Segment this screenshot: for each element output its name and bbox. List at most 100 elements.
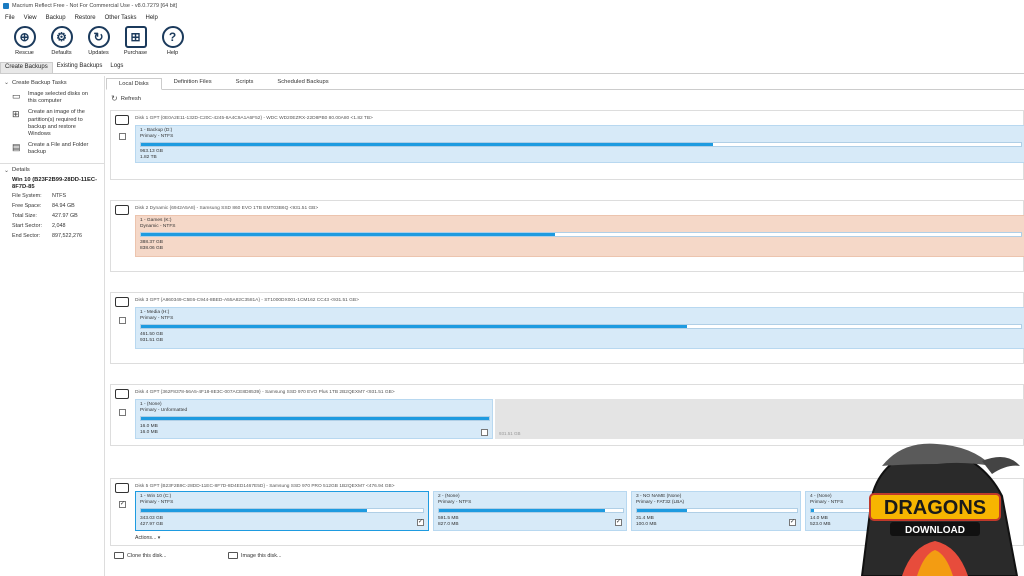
usage-bar	[140, 416, 490, 421]
menu-backup[interactable]: Backup	[45, 14, 66, 21]
disk-icon	[115, 205, 129, 215]
details-header[interactable]: ⌄ Details	[0, 164, 104, 177]
tab-create-backups[interactable]: Create Backups	[0, 62, 53, 73]
usage-bar	[636, 508, 798, 513]
window-title: Macrium Reflect Free - Not For Commercia…	[12, 3, 178, 9]
usage-bar	[140, 232, 1022, 237]
disk-checkbox[interactable]	[119, 409, 126, 416]
main-tabs: Create Backups Existing Backups Logs	[0, 62, 1024, 74]
backup-tasks-title: Create Backup Tasks	[12, 79, 67, 86]
detail-value: 897,522,276	[52, 232, 82, 239]
help-icon: ?	[161, 26, 184, 48]
backup-tasks-header[interactable]: ⌄ Create Backup Tasks	[0, 76, 104, 89]
detail-key: Total Size:	[12, 212, 37, 219]
usage-bar-fill	[811, 509, 814, 512]
cart-icon: ⊞	[124, 26, 147, 48]
disk-header: Disk 5 GPT {B23F2B9C-28DD-11EC-8F7D-8D4E…	[135, 484, 395, 489]
partition-block[interactable]: 3 - NO NAME (None) Primary - FAT32 (LBA)…	[631, 491, 801, 531]
partition-used: 14.0 MB	[810, 516, 828, 521]
help-button[interactable]: ? Help	[154, 23, 191, 62]
disk-checkbox[interactable]	[119, 317, 126, 324]
windows-icon: ⊞	[12, 109, 20, 120]
partition-label: 1 - (None)	[140, 402, 162, 407]
partition-total: 931.51 GB	[140, 338, 163, 343]
details-title: Details	[12, 167, 30, 174]
partition-checkbox[interactable]: ✓	[789, 519, 796, 526]
detail-file-system: File System: NTFS	[0, 191, 104, 201]
partition-type: Primary - NTFS	[438, 500, 472, 505]
partition-label: 3 - NO NAME (None)	[636, 494, 682, 499]
partition-block[interactable]: 1 - Games (K:) Dynamic - NTFS 388.37 GB …	[135, 215, 1024, 257]
defaults-button[interactable]: ⚙ Defaults	[43, 23, 80, 62]
partition-label: 1 - Games (K:)	[140, 218, 172, 223]
chevron-down-icon: ⌄	[4, 167, 10, 174]
detail-value: 84.94 GB	[52, 202, 75, 209]
disk-panel: Disk 1 GPT {0E0A2E11-132D-C20C-4245-8A4C…	[110, 110, 1024, 180]
purchase-button[interactable]: ⊞ Purchase	[117, 23, 154, 62]
chevron-down-icon: ▾	[157, 535, 161, 541]
tab-scripts[interactable]: Scripts	[235, 79, 254, 85]
unallocated-space: 931.51 GB	[495, 399, 1024, 439]
detail-key: Free Space:	[12, 202, 42, 209]
partition-checkbox[interactable]: ✓	[417, 519, 424, 526]
partition-checkbox[interactable]	[481, 429, 488, 436]
actions-dropdown[interactable]: Actions... ▾	[135, 535, 160, 541]
tab-existing-backups[interactable]: Existing Backups	[56, 63, 103, 69]
title-bar: Macrium Reflect Free - Not For Commercia…	[0, 0, 1024, 12]
refresh-icon: ↻	[111, 94, 118, 103]
partition-used: 16.0 MB	[140, 424, 158, 429]
updates-button[interactable]: ↻ Updates	[80, 23, 117, 62]
partition-block[interactable]: 1 - Backup (D:) Primary - NTFS 963.13 GB…	[135, 125, 1024, 163]
disk-checkbox[interactable]: ✓	[119, 501, 126, 508]
partition-block[interactable]: 1 - Win 10 (C:) Primary - NTFS 343.03 GB…	[135, 491, 429, 531]
partition-used: 461.50 GB	[140, 332, 163, 337]
tab-logs[interactable]: Logs	[110, 63, 124, 69]
menu-file[interactable]: File	[5, 14, 15, 21]
chevron-down-icon: ⌄	[4, 80, 10, 86]
clone-label: Clone this disk...	[127, 552, 167, 559]
image-disk-link[interactable]: Image this disk...	[228, 552, 281, 559]
dragons-download-logo: DRAGONS DOWNLOAD	[860, 443, 1020, 576]
menu-restore[interactable]: Restore	[74, 14, 96, 21]
partition-block[interactable]: 1 - Media (H:) Primary - NTFS 461.50 GB …	[135, 307, 1024, 349]
disk-header: Disk 1 GPT {0E0A2E11-132D-C20C-4245-8A4C…	[135, 116, 373, 121]
tab-definition-files[interactable]: Definition Files	[173, 79, 212, 85]
menu-other-tasks[interactable]: Other Tasks	[104, 14, 137, 21]
tab-local-disks[interactable]: Local Disks	[106, 78, 162, 90]
refresh-label: Refresh	[120, 95, 142, 102]
clone-disk-link[interactable]: Clone this disk...	[114, 552, 167, 559]
partition-used: 31.4 MB	[636, 516, 654, 521]
task-file-folder[interactable]: ▤ Create a File and Folder backup	[0, 140, 104, 158]
partition-label: 4 - (None)	[810, 494, 832, 499]
usage-bar	[140, 508, 424, 513]
partition-block[interactable]: 2 - (None) Primary - NTFS 591.5 MB 827.0…	[433, 491, 627, 531]
detail-key: End Sector:	[12, 232, 41, 239]
partition-block[interactable]: 1 - (None) Primary - Unformatted 16.0 MB…	[135, 399, 493, 439]
disk-icon	[115, 297, 129, 307]
task-file-folder-label: Create a File and Folder backup	[28, 142, 89, 156]
detail-key: File System:	[12, 192, 42, 199]
usage-bar-fill	[141, 233, 555, 236]
disk-checkbox[interactable]	[119, 133, 126, 140]
menu-help[interactable]: Help	[145, 14, 158, 21]
refresh-button[interactable]: ↻ Refresh	[111, 94, 141, 103]
menu-view[interactable]: View	[23, 14, 37, 21]
partition-checkbox[interactable]: ✓	[615, 519, 622, 526]
partition-used: 591.5 MB	[438, 516, 459, 521]
rescue-icon: ⊕	[13, 26, 36, 48]
detail-total-size: Total Size: 427.97 GB	[0, 211, 104, 221]
tab-scheduled-backups[interactable]: Scheduled Backups	[277, 79, 329, 85]
usage-bar-fill	[141, 509, 367, 512]
partition-total: 523.0 MB	[810, 522, 831, 527]
partition-type: Primary - NTFS	[140, 134, 174, 139]
disk-header: Disk 2 Dynamic {6942A5A8} - Samsung SSD …	[135, 206, 319, 211]
partition-used: 388.37 GB	[140, 240, 163, 245]
partition-label: 1 - Backup (D:)	[140, 128, 173, 133]
usage-bar	[140, 324, 1022, 329]
rescue-button[interactable]: ⊕ Rescue	[6, 23, 43, 62]
disk-header: Disk 3 GPT {A860349-C5E6-C944-8BED-A55A8…	[135, 298, 359, 303]
task-image-disks[interactable]: ▭ Image selected disks on this computer	[0, 89, 104, 107]
left-panel: ⌄ Create Backup Tasks ▭ Image selected d…	[0, 76, 105, 576]
task-image-windows[interactable]: ⊞ Create an image of the partition(s) re…	[0, 107, 104, 140]
usage-bar-fill	[637, 509, 687, 512]
